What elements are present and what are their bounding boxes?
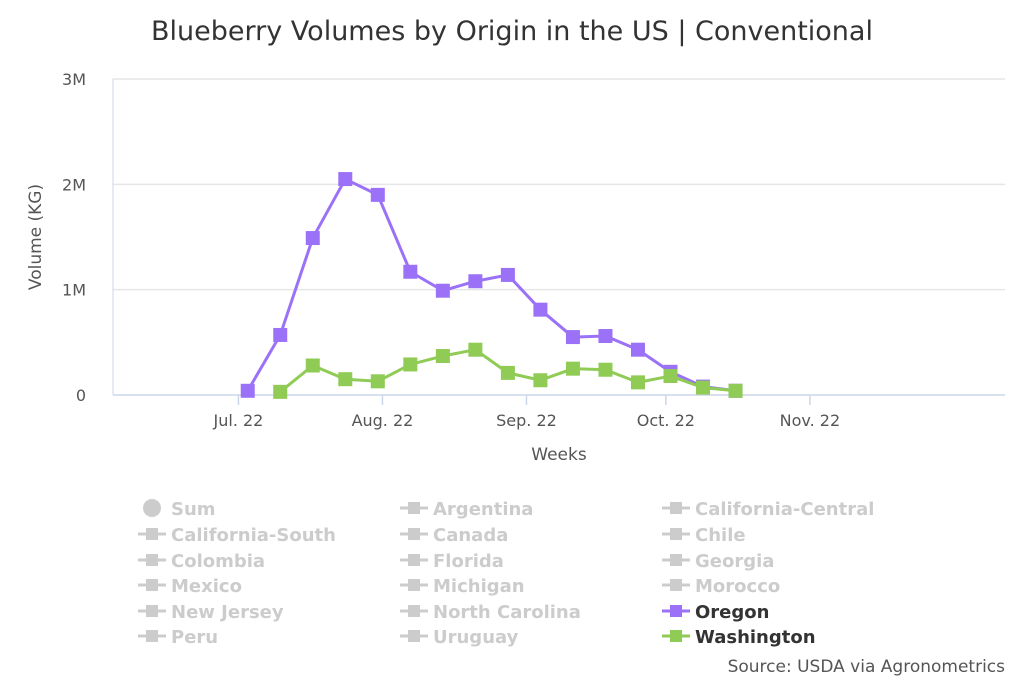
data-point-washington xyxy=(533,373,548,388)
legend-item[interactable]: Colombia xyxy=(138,551,265,572)
legend-item[interactable]: Argentina xyxy=(400,499,533,520)
x-tick-label: Oct. 22 xyxy=(637,411,695,430)
legend-label: California-Central xyxy=(695,499,874,520)
data-point-washington xyxy=(630,375,645,390)
legend-square-icon xyxy=(146,554,158,566)
y-axis-label: Volume (KG) xyxy=(26,184,46,290)
legend-label: California-South xyxy=(171,525,336,546)
legend-square-icon xyxy=(408,502,420,514)
y-tick-label: 2M xyxy=(62,175,86,194)
legend-item[interactable]: Michigan xyxy=(400,576,525,597)
data-point-oregon xyxy=(338,172,353,187)
legend-label: Florida xyxy=(433,551,504,572)
legend-square-icon xyxy=(146,630,158,642)
legend-item[interactable]: Washington xyxy=(662,627,816,648)
credits: Source: USDA via Agronometrics xyxy=(728,657,1006,677)
y-tick-label: 0 xyxy=(76,386,86,405)
data-point-washington xyxy=(598,362,613,377)
data-point-washington xyxy=(338,372,353,387)
legend-square-icon xyxy=(670,502,682,514)
legend-square-icon xyxy=(408,528,420,540)
data-point-oregon xyxy=(305,231,320,246)
x-tick-label: Aug. 22 xyxy=(352,411,414,430)
data-point-washington xyxy=(370,374,385,389)
legend-item[interactable]: Morocco xyxy=(662,576,780,597)
legend-label: Mexico xyxy=(171,576,242,597)
x-tick-label: Nov. 22 xyxy=(780,411,841,430)
chart-title: Blueberry Volumes by Origin in the US | … xyxy=(151,16,873,47)
legend-square-icon xyxy=(408,605,420,617)
legend-label: Washington xyxy=(695,627,816,648)
y-tick-label: 3M xyxy=(62,70,86,89)
legend-label: North Carolina xyxy=(433,602,581,623)
x-tick-label: Jul. 22 xyxy=(213,411,264,430)
data-point-washington xyxy=(500,365,515,380)
legend-label: Oregon xyxy=(695,602,769,623)
legend-item[interactable]: North Carolina xyxy=(400,602,581,623)
legend-label: Michigan xyxy=(433,576,525,597)
legend-square-icon xyxy=(670,630,682,642)
data-point-washington xyxy=(468,342,483,357)
data-point-washington xyxy=(305,358,320,373)
legend-label: Uruguay xyxy=(433,627,519,648)
data-point-oregon xyxy=(273,327,288,342)
data-point-oregon xyxy=(403,264,418,279)
data-point-oregon xyxy=(565,330,580,345)
data-point-oregon xyxy=(370,187,385,202)
legend-item[interactable]: Uruguay xyxy=(400,627,519,648)
legend-square-icon xyxy=(146,528,158,540)
data-point-oregon xyxy=(500,267,515,282)
x-tick-label: Sep. 22 xyxy=(496,411,557,430)
data-point-washington xyxy=(403,357,418,372)
data-point-washington xyxy=(663,369,678,384)
legend-label: Morocco xyxy=(695,576,780,597)
legend-label: Argentina xyxy=(433,499,533,520)
data-point-washington xyxy=(273,384,288,399)
legend-item[interactable]: Mexico xyxy=(138,576,242,597)
data-point-oregon xyxy=(533,302,548,317)
data-point-oregon xyxy=(240,383,255,398)
legend-circle-icon xyxy=(143,499,161,517)
legend-item[interactable]: Sum xyxy=(143,499,216,520)
x-axis-label: Weeks xyxy=(531,445,587,465)
data-point-washington xyxy=(435,349,450,364)
data-point-oregon xyxy=(630,342,645,357)
data-point-oregon xyxy=(468,274,483,289)
legend-square-icon xyxy=(408,579,420,591)
legend-label: Chile xyxy=(695,525,746,546)
legend-item[interactable]: Chile xyxy=(662,525,746,546)
legend-item[interactable]: Canada xyxy=(400,525,508,546)
legend-item[interactable]: Georgia xyxy=(662,551,774,572)
legend-label: New Jersey xyxy=(171,602,284,623)
data-point-washington xyxy=(696,380,711,395)
data-point-washington xyxy=(728,383,743,398)
legend-label: Canada xyxy=(433,525,508,546)
legend-square-icon xyxy=(670,579,682,591)
y-tick-label: 1M xyxy=(62,281,86,300)
legend-item[interactable]: New Jersey xyxy=(138,602,284,623)
data-point-oregon xyxy=(598,329,613,344)
legend-item[interactable]: California-South xyxy=(138,525,336,546)
legend-square-icon xyxy=(146,579,158,591)
legend-label: Sum xyxy=(171,499,216,520)
legend-square-icon xyxy=(670,554,682,566)
legend-square-icon xyxy=(408,630,420,642)
legend-label: Georgia xyxy=(695,551,774,572)
legend-square-icon xyxy=(146,605,158,617)
legend-item[interactable]: Peru xyxy=(138,627,218,648)
legend-square-icon xyxy=(670,528,682,540)
legend-item[interactable]: Oregon xyxy=(662,602,769,623)
data-point-washington xyxy=(565,361,580,376)
series-line-oregon xyxy=(246,177,736,393)
legend-square-icon xyxy=(670,605,682,617)
legend-label: Colombia xyxy=(171,551,265,572)
data-point-oregon xyxy=(435,283,450,298)
legend-item[interactable]: Florida xyxy=(400,551,504,572)
legend-square-icon xyxy=(408,554,420,566)
legend-label: Peru xyxy=(171,627,218,648)
legend-item[interactable]: California-Central xyxy=(662,499,874,520)
